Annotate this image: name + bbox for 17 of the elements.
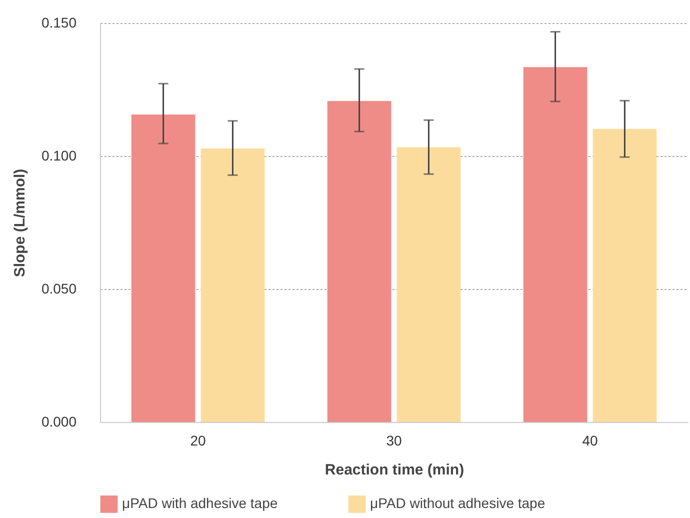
x-axis-title: Reaction time (min): [324, 462, 464, 478]
bar: [327, 100, 392, 422]
bar: [200, 148, 265, 422]
bar: [396, 147, 461, 422]
y-tick-label: 0.100: [41, 148, 77, 164]
legend-label: μPAD with adhesive tape: [122, 495, 278, 512]
bar: [592, 128, 657, 422]
y-tick-label: 0.150: [41, 14, 77, 30]
bar: [523, 67, 588, 422]
x-tick-label: 30: [386, 432, 402, 448]
legend-label: μPAD without adhesive tape: [370, 495, 546, 512]
y-axis-title: Slope (L/mmol): [11, 168, 28, 278]
x-tick-label: 20: [190, 432, 206, 448]
y-tick-label: 0.000: [41, 414, 77, 430]
x-tick-label: 40: [582, 432, 598, 448]
bar: [131, 114, 196, 422]
y-tick-label: 0.050: [41, 280, 77, 296]
